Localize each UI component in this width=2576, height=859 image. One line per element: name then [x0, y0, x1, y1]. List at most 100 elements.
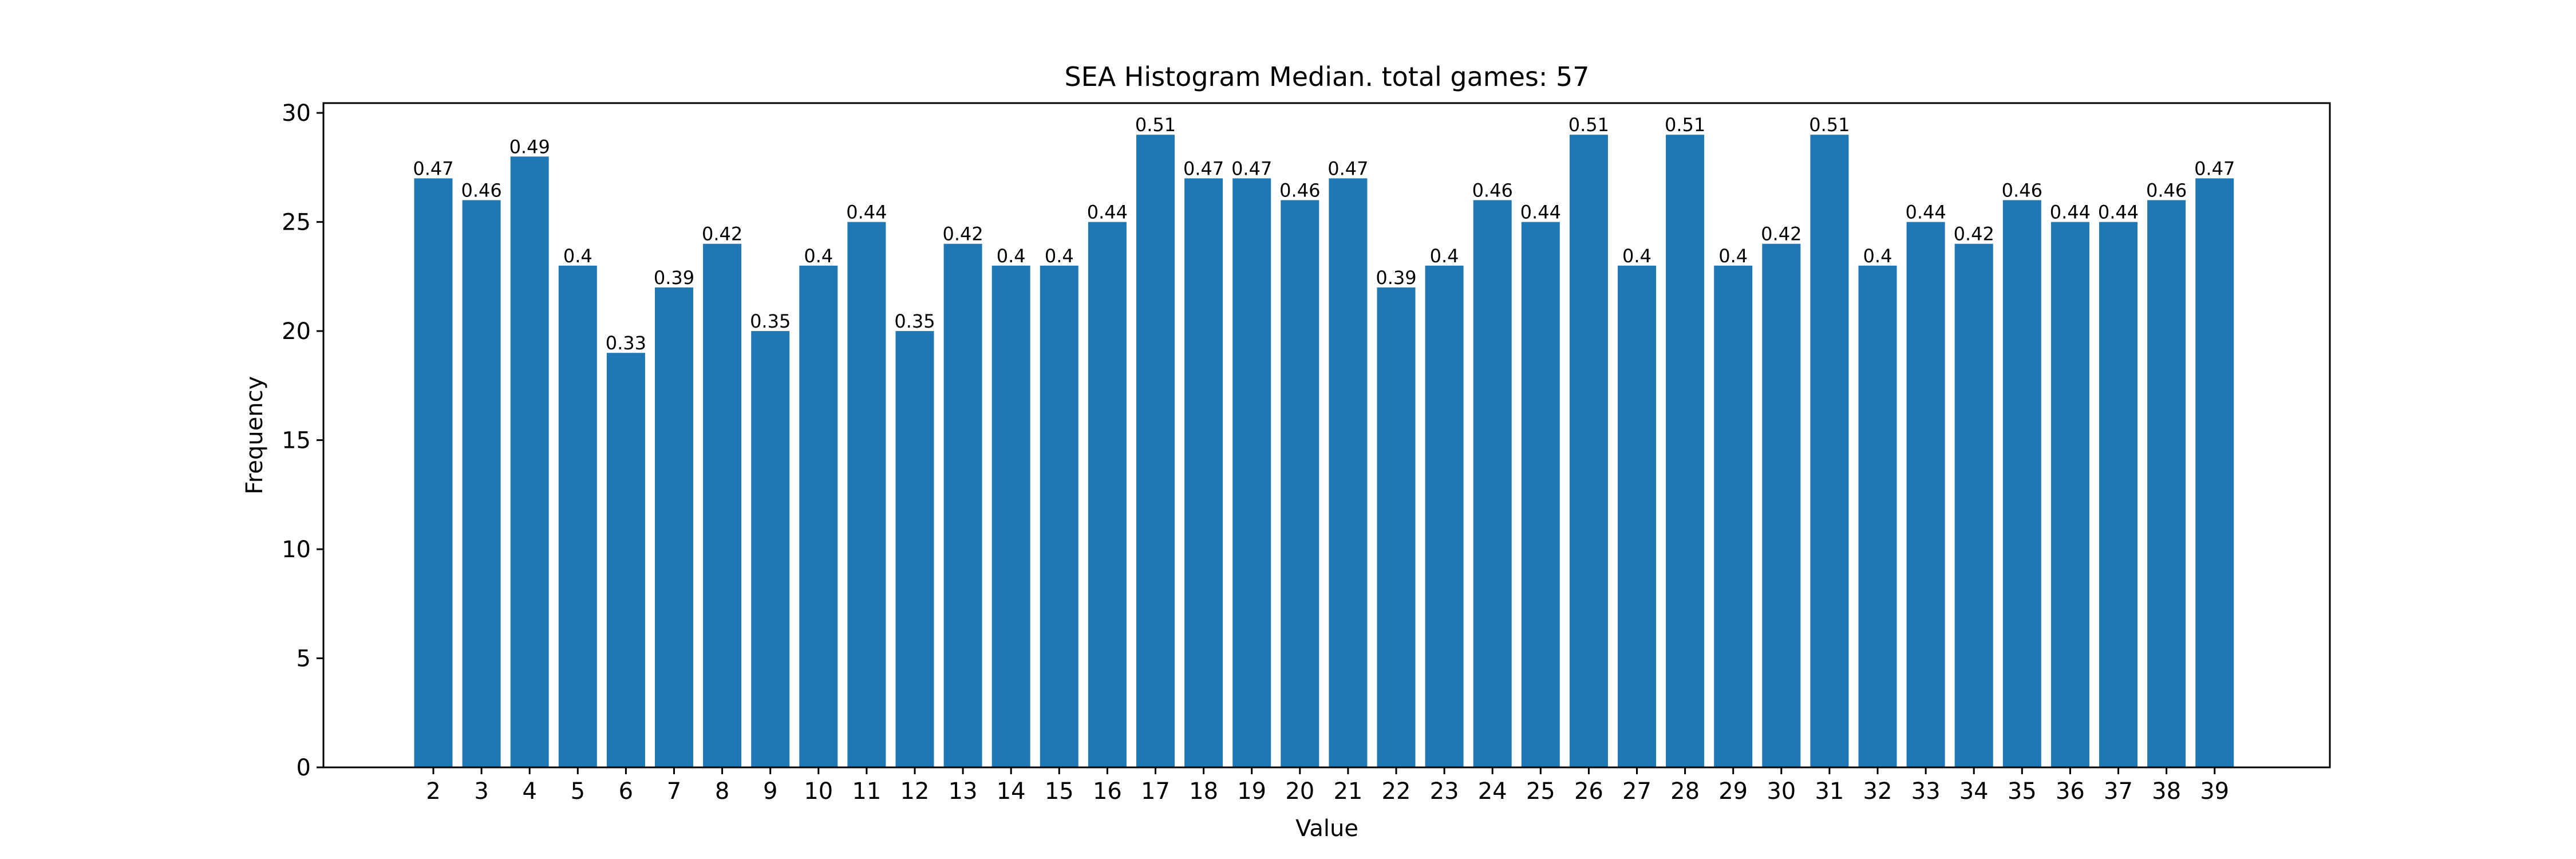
x-tick-label: 25: [1526, 778, 1555, 805]
bar-value-label: 0.44: [846, 202, 887, 223]
x-tick-label: 6: [619, 778, 633, 805]
y-tick-label: 25: [282, 210, 311, 236]
bar-value-label: 0.51: [1809, 114, 1850, 136]
y-tick-label: 0: [297, 755, 311, 781]
x-tick-label: 37: [2104, 778, 2133, 805]
bar-value-label: 0.4: [1622, 245, 1652, 267]
bars-group: [414, 135, 2234, 768]
bar: [847, 222, 886, 768]
bar: [1329, 178, 1368, 767]
x-tick-label: 20: [1285, 778, 1314, 805]
x-tick-label: 34: [1959, 778, 1989, 805]
bar-value-label: 0.4: [1718, 245, 1748, 267]
bar-value-label: 0.35: [750, 310, 791, 332]
x-tick-label: 12: [900, 778, 930, 805]
bar: [1858, 265, 1897, 767]
x-tick-label: 27: [1622, 778, 1652, 805]
x-tick-label: 39: [2200, 778, 2229, 805]
x-tick-label: 2: [426, 778, 440, 805]
bar-value-label: 0.33: [606, 332, 646, 354]
x-tick-label: 21: [1333, 778, 1362, 805]
bar: [1040, 265, 1078, 767]
bar: [943, 243, 982, 767]
bar-value-label: 0.49: [509, 136, 550, 157]
bar-value-label: 0.51: [1665, 114, 1705, 136]
bar-value-label: 0.47: [1231, 157, 1272, 179]
x-tick-label: 38: [2152, 778, 2181, 805]
y-tick-label: 20: [282, 318, 311, 345]
bar: [751, 331, 790, 767]
x-tick-label: 15: [1045, 778, 1074, 805]
bar-value-label: 0.42: [1761, 223, 1801, 245]
bar-value-label: 0.51: [1135, 114, 1176, 136]
bar: [895, 331, 934, 767]
bar-value-label: 0.51: [1568, 114, 1609, 136]
x-tick-label: 17: [1141, 778, 1170, 805]
bar-value-label: 0.47: [2194, 157, 2235, 179]
x-tick-label: 36: [2056, 778, 2085, 805]
x-tick-label: 32: [1863, 778, 1893, 805]
x-tick-label: 5: [571, 778, 585, 805]
x-tick-label: 29: [1718, 778, 1748, 805]
bar-value-label: 0.39: [1376, 267, 1416, 289]
x-tick-label: 23: [1430, 778, 1459, 805]
x-axis-label: Value: [1295, 815, 1358, 842]
bar: [1714, 265, 1753, 767]
bar-value-label: 0.42: [702, 223, 742, 245]
x-tick-label: 33: [1911, 778, 1941, 805]
x-tick-label: 26: [1574, 778, 1603, 805]
bar: [991, 265, 1030, 767]
bar-value-label: 0.39: [654, 267, 694, 289]
x-tick-label: 16: [1093, 778, 1122, 805]
x-tick-label: 14: [997, 778, 1026, 805]
bar: [2147, 200, 2186, 767]
bar: [1425, 265, 1464, 767]
bar-value-label: 0.46: [2002, 180, 2042, 202]
y-axis: 0 5 10 15 20 25 30: [282, 100, 323, 781]
bar: [1569, 135, 1608, 768]
x-tick-label: 4: [522, 778, 536, 805]
bar: [1618, 265, 1656, 767]
bar: [2002, 200, 2041, 767]
y-tick-label: 10: [282, 537, 311, 563]
bar: [1954, 243, 1993, 767]
x-tick-label: 19: [1237, 778, 1266, 805]
x-tick-label: 22: [1382, 778, 1411, 805]
bar-value-label: 0.42: [1954, 223, 1994, 245]
bar-value-label: 0.44: [1905, 202, 1946, 223]
bar: [1088, 222, 1127, 768]
bar: [510, 156, 549, 767]
bar: [1762, 243, 1801, 767]
chart-title: SEA Histogram Median. total games: 57: [1064, 61, 1589, 92]
x-tick-label: 10: [804, 778, 833, 805]
bar: [799, 265, 838, 767]
bar-value-label: 0.4: [804, 245, 833, 267]
bar-value-label: 0.35: [894, 310, 935, 332]
y-tick-label: 5: [297, 646, 311, 672]
bar: [2195, 178, 2234, 767]
plot-frame: [322, 102, 2331, 769]
x-tick-label: 18: [1189, 778, 1218, 805]
bar-value-label: 0.42: [942, 223, 983, 245]
bar: [655, 287, 693, 767]
x-tick-label: 8: [715, 778, 729, 805]
bar-value-label: 0.47: [413, 157, 453, 179]
bar: [1232, 178, 1271, 767]
bar: [558, 265, 597, 767]
bar-value-label: 0.4: [563, 245, 592, 267]
x-tick-label: 7: [667, 778, 681, 805]
bar: [414, 178, 453, 767]
bar: [703, 243, 742, 767]
x-tick-label: 24: [1478, 778, 1507, 805]
bar-value-label: 0.46: [1279, 180, 1320, 202]
x-tick-label: 30: [1767, 778, 1796, 805]
bar-labels-group: 0.47 0.46 0.49 0.4 0.33 0.39 0.42 0.35 0.4 0.44 0.…: [413, 114, 2235, 354]
bar-value-label: 0.44: [2098, 202, 2139, 223]
bar-value-label: 0.4: [997, 245, 1026, 267]
bar-value-label: 0.44: [1520, 202, 1561, 223]
bar: [1810, 135, 1849, 768]
y-tick-label: 15: [282, 428, 311, 454]
x-tick-label: 11: [852, 778, 881, 805]
x-tick-label: 28: [1670, 778, 1700, 805]
bar: [1521, 222, 1560, 768]
